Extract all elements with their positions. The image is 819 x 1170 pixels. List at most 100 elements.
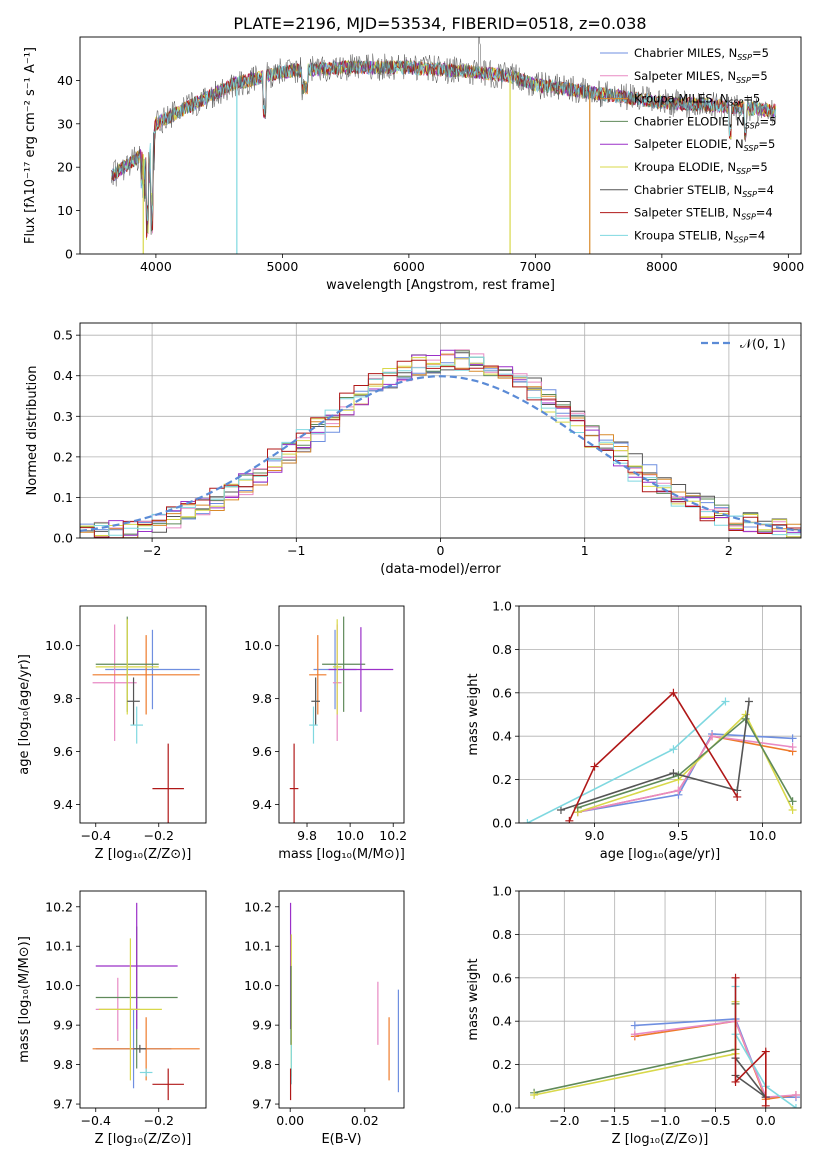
- y-tick-label: 10.1: [45, 939, 73, 954]
- weight-marker: [721, 697, 730, 706]
- weight-marker: [669, 688, 678, 697]
- legend-label: Kroupa MILES, NSSP=5: [634, 92, 760, 108]
- legend-subscript: SSP: [737, 53, 752, 62]
- weight-marker: [733, 792, 742, 801]
- x-tick-label: −2.0: [549, 1113, 579, 1128]
- legend-label: Kroupa STELIB, NSSP=4: [634, 228, 765, 244]
- y-tick-label: 9.6: [53, 744, 73, 759]
- y-tick-label: 0.6: [492, 970, 512, 985]
- axes-frame: [518, 605, 802, 824]
- axes-age_vs_weight: 9.0 9.5 10.0 0.0 0.2 0.4 0.6 0.8 1.0: [492, 599, 801, 843]
- weight-marker: [788, 743, 797, 752]
- weight-marker: [761, 1101, 770, 1108]
- legend-subscript: SSP: [734, 235, 749, 244]
- x-tick-label: 5000: [266, 259, 298, 274]
- weight-marker: [630, 1021, 639, 1030]
- legend-gaussian-label: 𝒩(0, 1): [740, 336, 786, 351]
- errorbar-group: [289, 616, 394, 823]
- x-tick-label: 1: [581, 543, 589, 558]
- legend-text: Salpeter MILES, N: [634, 69, 736, 83]
- y-tick-label: 0.4: [492, 1014, 512, 1029]
- legend-subscript: SSP: [745, 121, 760, 130]
- weight-marker: [669, 745, 678, 754]
- y-tick-label: 0.8: [492, 642, 512, 657]
- weight-marker: [788, 734, 797, 743]
- x-tick-label: 9.0: [585, 828, 605, 843]
- y-tick-label: 9.8: [53, 691, 73, 706]
- x-axis-label: E(B-V): [321, 1132, 361, 1147]
- x-tick-label: 10.0: [336, 828, 364, 843]
- y-tick-label: 9.8: [252, 1057, 272, 1072]
- y-tick-label: 0.3: [53, 409, 73, 424]
- legend-text: Chabrier ELODIE, N: [634, 114, 745, 128]
- x-tick-label: 10.0: [748, 828, 776, 843]
- y-tick-label: 10.2: [45, 899, 73, 914]
- y-axis-label: age [log₁₀(age/yr)]: [17, 654, 32, 775]
- y-tick-label: 30: [57, 116, 73, 131]
- errorbar-group: [92, 902, 200, 1101]
- weight-marker: [788, 797, 797, 806]
- x-axis-label: mass [log₁₀(M/M⊙)]: [278, 847, 405, 862]
- legend-suffix: =5: [752, 46, 769, 60]
- histogram-group: [80, 349, 801, 538]
- legend-text: Chabrier MILES, N: [634, 46, 737, 60]
- weight-marker: [761, 1047, 770, 1056]
- axes-frame: [79, 36, 802, 255]
- legend-label: Chabrier MILES, NSSP=5: [634, 46, 769, 62]
- x-tick-label: −0.2: [144, 1113, 174, 1128]
- axes-Z_vs_mass: −0.4 −0.2 9.7 9.8 9.9 10.0 10.1 10.2: [45, 899, 174, 1128]
- legend-subscript: SSP: [741, 213, 756, 222]
- y-axis-label: mass [log₁₀(M/M⊙)]: [17, 936, 32, 1063]
- legend-suffix: =5: [743, 92, 760, 106]
- legend-label: Salpeter ELODIE, NSSP=5: [634, 137, 775, 153]
- y-tick-label: 9.9: [252, 1018, 272, 1033]
- x-tick-label: −1.0: [650, 1113, 680, 1128]
- spectrum-series-chabrier_stelib: [111, 37, 776, 235]
- y-tick-label: 10.0: [244, 978, 272, 993]
- weight-lines: [523, 688, 797, 823]
- x-axis-label: Z [log₁₀(Z/Z⊙)]: [95, 847, 192, 862]
- figure-title: PLATE=2196, MJD=53534, FIBERID=0518, z=0…: [233, 14, 646, 33]
- legend-suffix: =5: [758, 137, 775, 151]
- y-tick-label: 10.2: [244, 899, 272, 914]
- legend-suffix: =4: [756, 206, 773, 220]
- weight-lines: [530, 973, 800, 1108]
- x-tick-label: 9.8: [297, 828, 317, 843]
- y-tick-label: 20: [57, 160, 73, 175]
- legend-subscript: SSP: [729, 99, 744, 108]
- axes-frame: [518, 890, 802, 1109]
- y-axis-label: mass weight: [466, 958, 481, 1040]
- y-tick-label: 0.2: [53, 449, 73, 464]
- gaussian-curve: [80, 375, 801, 532]
- axes-frame: [278, 890, 405, 1109]
- y-tick-label: 1.0: [492, 599, 512, 614]
- y-tick-label: 9.4: [252, 797, 272, 812]
- weight-marker: [530, 1090, 539, 1099]
- y-tick-label: 0.1: [53, 490, 73, 505]
- y-axis-label: Normed distribution: [25, 366, 40, 496]
- x-tick-label: 0.00: [276, 1113, 304, 1128]
- weight-marker: [523, 819, 532, 823]
- x-tick-label: −0.2: [144, 828, 174, 843]
- axes-frame: [79, 605, 207, 824]
- y-tick-label: 0.4: [53, 368, 73, 383]
- weight-marker: [674, 786, 683, 795]
- legend-subscript: SSP: [736, 167, 751, 176]
- weight-marker: [630, 1030, 639, 1039]
- y-axis-label: mass weight: [466, 673, 481, 755]
- x-tick-label: −1: [287, 543, 305, 558]
- weight-series-salpeter_stelib: [568, 691, 738, 822]
- legend-subscript: SSP: [744, 144, 759, 153]
- axes-frame: [278, 605, 405, 824]
- y-tick-label: 0.6: [492, 685, 512, 700]
- x-tick-label: −0.4: [81, 1113, 111, 1128]
- x-tick-label: 0.0: [756, 1113, 776, 1128]
- x-tick-label: 9.5: [669, 828, 689, 843]
- weight-marker: [669, 769, 678, 778]
- x-axis-label: Z [log₁₀(Z/Z⊙)]: [612, 1132, 709, 1147]
- x-tick-label: 0.02: [351, 1113, 379, 1128]
- weight-marker: [731, 1077, 740, 1086]
- legend-text: Salpeter STELIB, N: [634, 206, 741, 220]
- legend-text: Chabrier STELIB, N: [634, 183, 742, 197]
- legend-subscript: SSP: [736, 76, 751, 85]
